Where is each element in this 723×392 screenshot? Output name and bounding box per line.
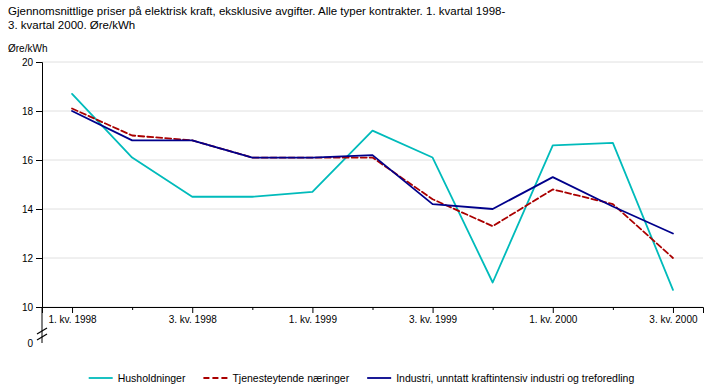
y-tick-label: 14 [22,204,34,215]
x-tick-label: 1. kv. 2000 [529,314,578,325]
x-tick [493,307,494,310]
title: Gjennomsnittlige priser på elektrisk kra… [8,5,505,31]
series-line [72,94,673,290]
x-tick-mark [192,307,193,313]
grid [42,62,703,307]
x-tick [373,307,374,310]
grid-line [42,62,703,63]
series-line [72,109,673,258]
y-tick-mark [36,209,42,210]
x-tick: 1. kv. 2000 [529,307,578,325]
title-line: Gjennomsnittlige priser på elektrisk kra… [8,5,505,17]
y-tick-label: 20 [22,57,34,68]
x-axis: 1. kv. 1998 3. kv. 1998 1. kv. 1999 3. kv. … [43,307,704,325]
x-tick: 3. kv. 1999 [409,307,458,325]
x-tick-mark [132,307,133,310]
y-tick-mark [36,62,42,63]
x-tick: 1. kv. 1998 [48,307,97,325]
chart: Gjennomsnittlige priser på elektrisk kra… [0,0,723,392]
legend-label: Tjenesteytende næringer [232,372,349,384]
x-tick-mark [312,307,313,313]
x-tick-label: 3. kv. 2000 [649,314,698,325]
y-tick-label: 18 [22,106,34,117]
x-tick [252,307,253,310]
legend-label: Industri, unntatt kraftintensiv industri… [396,372,634,384]
y-axis-title: Øre/kWh [8,43,47,54]
series-line [72,111,673,234]
y-tick: 10 [22,302,42,313]
x-tick-mark [433,307,434,313]
y-tick-mark [36,160,42,161]
axis-break [37,307,47,343]
y-axis: 10 12 14 16 18 20 [22,57,43,313]
x-tick-mark [72,307,73,313]
x-tick: 3. kv. 1998 [169,307,218,325]
y-tick: 16 [22,155,42,166]
x-tick-mark [613,307,614,310]
y-tick-label: 10 [22,302,34,313]
lines [72,94,673,290]
x-tick: 1. kv. 1999 [289,307,338,325]
axis-break-mark [37,334,47,340]
grid-line [42,258,703,259]
x-tick-mark [673,307,674,313]
legend-swatch [203,377,227,379]
y-tick-label: 12 [22,253,34,264]
x-tick [132,307,133,310]
x-tick [613,307,614,310]
legend-label: Husholdninger [118,372,186,384]
y-tick-mark [36,307,42,308]
title-line: 3. kvartal 2000. Øre/kWh [8,19,135,31]
x-axis-line [43,308,704,314]
y-break-label: 0 [27,338,33,349]
x-tick-label: 3. kv. 1998 [169,314,218,325]
x-tick-mark [252,307,253,310]
y-tick-label: 16 [22,155,34,166]
grid-line [42,209,703,210]
y-tick-mark [36,111,42,112]
x-tick-mark [373,307,374,310]
grid-line [42,111,703,112]
plot: 1012141618201. kv. 19983. kv. 19981. kv.… [8,43,704,349]
x-tick-label: 1. kv. 1998 [48,314,97,325]
x-tick-mark [493,307,494,310]
x-tick: 3. kv. 2000 [649,307,698,325]
y-tick: 14 [22,204,42,215]
y-tick: 12 [22,253,42,264]
y-tick-mark [36,258,42,259]
x-tick-label: 3. kv. 1999 [409,314,458,325]
axis-break-mark [37,328,47,334]
y-tick: 20 [22,57,42,68]
legend-swatch [367,377,391,379]
legend: Husholdninger Tjenesteytende næringer Indu… [89,372,635,384]
legend-item: Husholdninger [89,372,186,384]
legend-item: Industri, unntatt kraftintensiv industri… [367,372,634,384]
x-tick-label: 1. kv. 1999 [289,314,338,325]
legend-item: Tjenesteytende næringer [203,372,349,384]
y-tick: 18 [22,106,42,117]
legend-swatch [89,377,113,379]
grid-line [42,160,703,161]
x-tick-mark [553,307,554,313]
y-axis-line [36,63,43,308]
